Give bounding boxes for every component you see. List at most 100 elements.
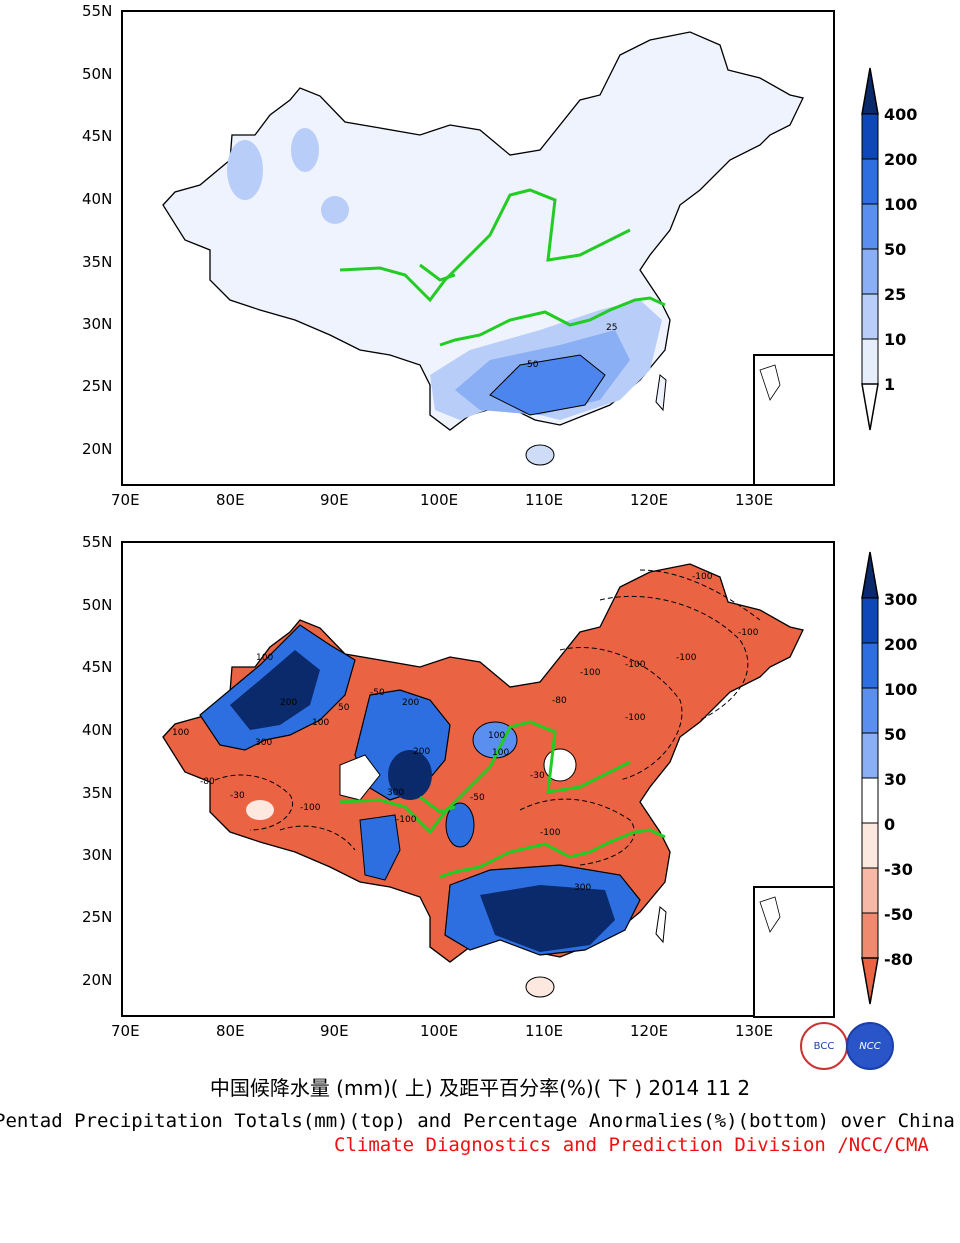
contour-label: 100 bbox=[172, 728, 189, 738]
colorbar-swatch bbox=[861, 248, 879, 295]
precip-map-svg: 50 25 55N 50N 45N 40N 35N 30N 25N 20N 70… bbox=[82, 2, 917, 509]
colorbar-label: 200 bbox=[884, 635, 917, 654]
colorbar-top: 400 200 100 50 25 10 1 bbox=[861, 67, 917, 431]
contour-label: 50 bbox=[338, 703, 350, 713]
lat-label: 40N bbox=[82, 190, 112, 208]
hainan-island bbox=[525, 444, 555, 466]
precipitation-totals-map: 50 25 55N 50N 45N 40N 35N 30N 25N 20N 70… bbox=[0, 0, 960, 520]
inset-coast bbox=[759, 364, 781, 401]
colorbar-swatch bbox=[861, 597, 879, 644]
precip-south-core bbox=[489, 354, 606, 416]
colorbar-cap-bottom bbox=[861, 383, 879, 431]
caption-chinese: 中国候降水量 (mm)( 上) 及距平百分率(%)( 下 ) 2014 11 2 bbox=[209, 1076, 751, 1100]
colorbar-cap-top bbox=[861, 551, 879, 599]
precip-patch-qinghai bbox=[321, 196, 349, 224]
lat-label: 45N bbox=[82, 127, 112, 145]
contour-label: -100 bbox=[540, 828, 561, 838]
lon-axis-labels: 70E 80E 90E 100E 110E 120E 130E bbox=[111, 1022, 773, 1040]
contour-label: -80 bbox=[552, 696, 567, 706]
colorbar-label: 10 bbox=[884, 330, 906, 349]
south-china-sea-inset bbox=[753, 886, 835, 1018]
colorbar-swatch bbox=[861, 912, 879, 959]
colorbar-label: 25 bbox=[884, 285, 906, 304]
contour-label: 100 bbox=[312, 718, 329, 728]
lon-label: 120E bbox=[630, 1022, 668, 1040]
lon-label: 110E bbox=[525, 491, 563, 509]
colorbar-label: -30 bbox=[884, 860, 913, 879]
anomaly-wet-tibet bbox=[359, 814, 401, 881]
contour-label: 200 bbox=[280, 698, 297, 708]
colorbar-label: 50 bbox=[884, 725, 906, 744]
ncc-logo-text: NCC bbox=[859, 1040, 881, 1052]
lon-label: 110E bbox=[525, 1022, 563, 1040]
colorbar-label: -80 bbox=[884, 950, 913, 969]
lat-label: 50N bbox=[82, 65, 112, 83]
lon-label: 80E bbox=[216, 1022, 245, 1040]
contour-label-50: 50 bbox=[527, 360, 539, 370]
colorbar-label: -50 bbox=[884, 905, 913, 924]
colorbar-swatch bbox=[861, 338, 879, 385]
colorbar-swatch bbox=[861, 113, 879, 160]
colorbar-label: 30 bbox=[884, 770, 906, 789]
precip-patch-xinjiang-n bbox=[291, 128, 319, 172]
contour-label: -100 bbox=[738, 628, 759, 638]
contour-label: -100 bbox=[692, 572, 713, 582]
contour-label: -50 bbox=[470, 793, 485, 803]
lon-label: 120E bbox=[630, 491, 668, 509]
lat-label: 35N bbox=[82, 784, 112, 802]
anomaly-wet-south-core bbox=[480, 885, 615, 952]
contour-label: 100 bbox=[256, 653, 273, 663]
contour-label: -100 bbox=[625, 713, 646, 723]
contour-label: 300 bbox=[255, 738, 272, 748]
lat-label: 30N bbox=[82, 315, 112, 333]
boundary-line-yangtze bbox=[439, 296, 666, 347]
lat-label: 30N bbox=[82, 846, 112, 864]
lat-label: 55N bbox=[82, 533, 112, 551]
colorbar-swatch bbox=[861, 158, 879, 205]
lon-axis-labels: 70E 80E 90E 100E 110E 120E 130E bbox=[111, 491, 773, 509]
lat-label: 20N bbox=[82, 971, 112, 989]
lat-label: 55N bbox=[82, 2, 112, 20]
colorbar-label: 400 bbox=[884, 105, 917, 124]
contour-label: -100 bbox=[676, 653, 697, 663]
colorbar-swatch bbox=[861, 822, 879, 869]
boundary-line-mid bbox=[419, 795, 456, 814]
caption-english: Pentad Precipitation Totals(mm)(top) and… bbox=[0, 1110, 955, 1132]
contour-line bbox=[639, 569, 761, 621]
lat-label: 45N bbox=[82, 658, 112, 676]
colorbar-label: 300 bbox=[884, 590, 917, 609]
contour-label: -30 bbox=[230, 791, 245, 801]
colorbar-label: 100 bbox=[884, 195, 917, 214]
contour-line bbox=[559, 646, 683, 781]
boundary-line-yellow-river bbox=[339, 188, 631, 303]
bcc-logo-text: BCC bbox=[813, 1040, 835, 1052]
colorbar-swatch bbox=[861, 642, 879, 689]
lon-label: 80E bbox=[216, 491, 245, 509]
contour-label: 300 bbox=[387, 788, 404, 798]
ncc-logo: NCC bbox=[846, 1022, 894, 1070]
boundary-line-yangtze bbox=[439, 828, 666, 879]
colorbar-swatch bbox=[861, 732, 879, 779]
contour-line bbox=[279, 825, 356, 851]
lon-label: 130E bbox=[735, 491, 773, 509]
anomaly-contour-labels: -100 -100 -100 -100 -100 -100 -80 -100 -… bbox=[172, 572, 759, 893]
contour-line bbox=[214, 774, 293, 831]
hainan-island bbox=[525, 976, 555, 998]
taiwan-island bbox=[655, 374, 667, 412]
boundary-line-mid bbox=[419, 263, 456, 282]
anomaly-neutral-tibet bbox=[246, 800, 274, 820]
colorbar-swatch bbox=[861, 203, 879, 250]
taiwan-island bbox=[655, 906, 667, 944]
colorbar-label: 0 bbox=[884, 815, 895, 834]
colorbar-bottom: 300 200 100 50 30 0 -30 -50 -80 bbox=[861, 551, 917, 1005]
bcc-logo: BCC bbox=[800, 1022, 848, 1070]
anomaly-wet-sichuan bbox=[445, 802, 475, 848]
lat-label: 25N bbox=[82, 908, 112, 926]
lon-label: 130E bbox=[735, 1022, 773, 1040]
lat-label: 25N bbox=[82, 377, 112, 395]
caption-credit: Climate Diagnostics and Prediction Divis… bbox=[334, 1134, 929, 1156]
lat-label: 50N bbox=[82, 596, 112, 614]
south-china-sea-inset bbox=[753, 354, 835, 486]
contour-label: -80 bbox=[200, 777, 215, 787]
colorbar-label: 1 bbox=[884, 375, 895, 394]
